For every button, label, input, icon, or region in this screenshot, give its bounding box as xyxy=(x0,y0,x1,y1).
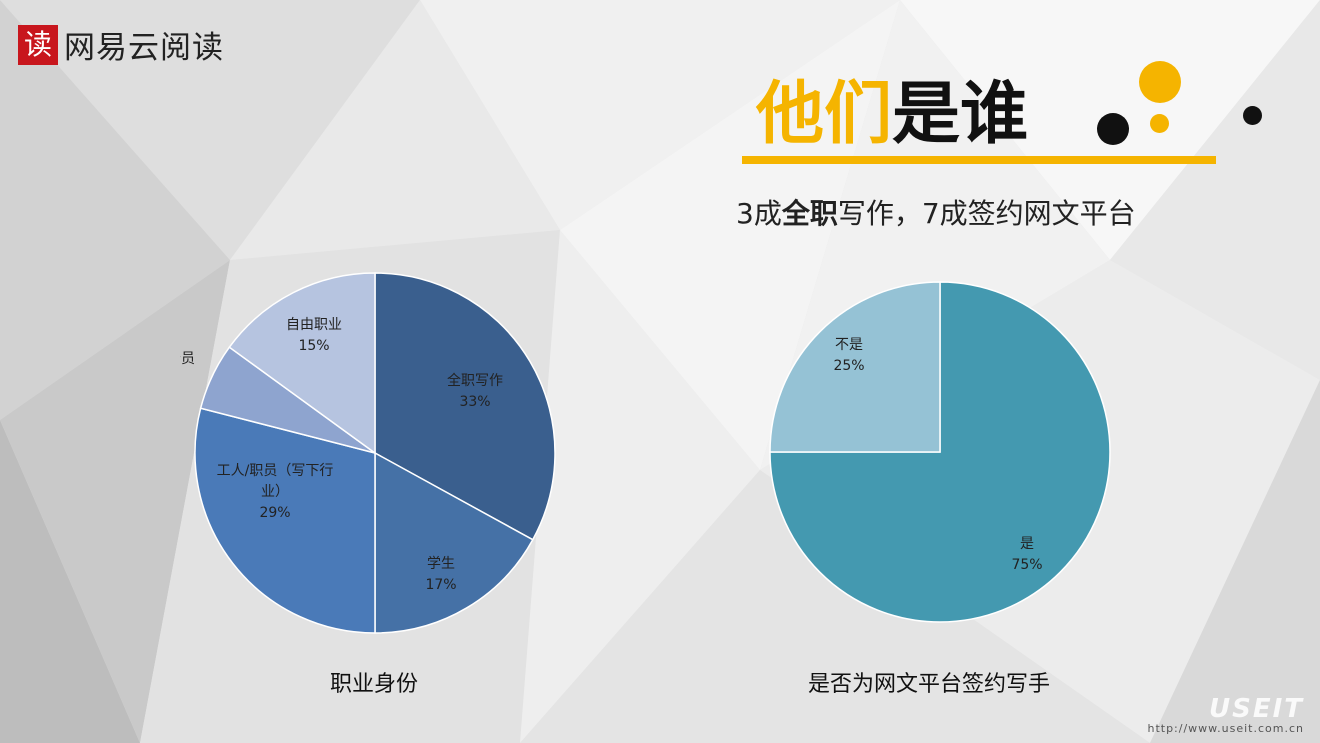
contract-slice-0 xyxy=(769,281,1111,623)
occupation-slice-1 xyxy=(374,451,534,634)
watermark-brand: USEIT xyxy=(1208,694,1304,724)
occupation-label-1: 学生 17% xyxy=(425,556,456,593)
occupation-label-2: 工人/职员（写下行业） 29% xyxy=(217,463,334,521)
occupation-slice-4 xyxy=(228,272,376,455)
watermark-url: http://www.useit.com.cn xyxy=(1147,722,1304,735)
chart-title-contract: 是否为网文平台签约写手 xyxy=(808,672,1051,697)
decor-dot xyxy=(1139,61,1181,103)
subtitle: 3成全职写作，7成签约网文平台 xyxy=(736,192,1136,232)
contract-label-1: 不是 25% xyxy=(833,337,864,374)
subtitle-part2: 写作，7成签约网文平台 xyxy=(837,197,1136,230)
subtitle-bold: 全职 xyxy=(781,197,838,230)
decor-dot xyxy=(1150,114,1169,133)
occupation-slice-0 xyxy=(374,272,556,541)
brand-logo: 读 网易云阅读 xyxy=(18,22,224,67)
occupation-label-0: 全职写作 33% xyxy=(447,372,503,410)
decor-dot xyxy=(1243,106,1262,125)
occupation-label-4: 自由职业 15% xyxy=(286,317,342,354)
contract-label-0: 是 75% xyxy=(1011,536,1042,573)
watermark: USEIT http://www.useit.com.cn xyxy=(1147,694,1304,735)
chart-title-occupation: 职业身份 xyxy=(330,672,419,697)
title-highlight: 他们 xyxy=(756,75,893,154)
contract-pie-chart: 是 75% 不是 25% xyxy=(769,281,1111,623)
title-underline xyxy=(742,156,1216,164)
decor-dot xyxy=(1097,113,1129,145)
contract-slice-1 xyxy=(769,281,941,453)
logo-mark: 读 xyxy=(18,24,58,65)
subtitle-part1: 3成 xyxy=(736,197,782,230)
logo-text: 网易云阅读 xyxy=(64,30,224,66)
page-title: 他们是谁 xyxy=(756,70,1028,160)
occupation-slice-2 xyxy=(194,407,376,634)
occupation-label-3: 政府机关公务员6% xyxy=(180,351,195,388)
title-rest: 是谁 xyxy=(892,75,1029,154)
